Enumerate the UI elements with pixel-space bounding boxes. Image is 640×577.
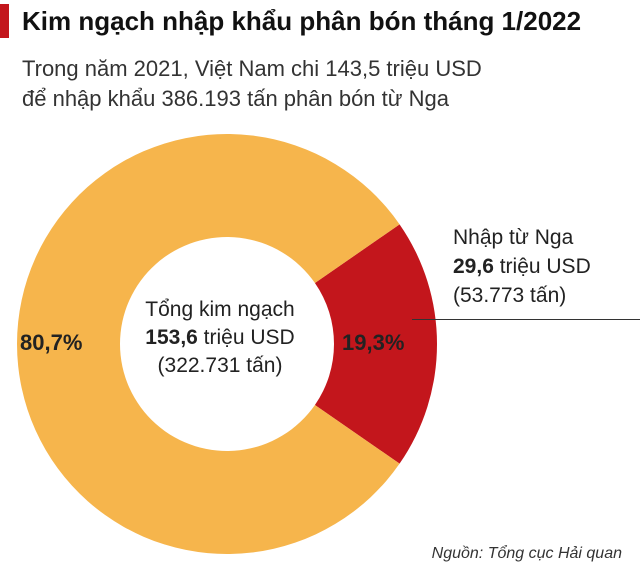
callout-line-1: Nhập từ Nga [453, 226, 574, 249]
source-note: Nguồn: Tổng cục Hải quan [431, 545, 622, 562]
chart-subtitle: Trong năm 2021, Việt Nam chi 143,5 triệu… [22, 54, 622, 114]
title-bar: Kim ngạch nhập khẩu phân bón tháng 1/202… [0, 4, 640, 38]
center-label: Tổng kim ngạch 153,6 triệu USD (322.731 … [120, 296, 320, 380]
donut-slices [17, 134, 437, 555]
callout-line-2: 29,6 triệu USD [453, 252, 591, 281]
center-label-line-2: 153,6 triệu USD [120, 324, 320, 352]
slice-russia [314, 224, 437, 464]
center-total-unit: triệu USD [197, 326, 295, 349]
subtitle-line-2: để nhập khẩu 386.193 tấn phân bón từ Nga [22, 86, 449, 111]
callout-value: 29,6 [453, 255, 494, 278]
slice-label-other: 80,7% [20, 330, 83, 355]
russia-callout: Nhập từ Nga 29,6 triệu USD (53.773 tấn) [453, 223, 591, 310]
callout-leader-line [412, 319, 640, 320]
callout-unit: triệu USD [493, 255, 591, 278]
slice-other [17, 134, 400, 555]
center-label-line-3: (322.731 tấn) [157, 354, 283, 377]
title-accent-bar [0, 4, 9, 38]
center-total-value: 153,6 [145, 326, 198, 349]
slice-label-russia: 19,3% [342, 330, 405, 355]
subtitle-line-1: Trong năm 2021, Việt Nam chi 143,5 triệu… [22, 56, 482, 81]
callout-line-3: (53.773 tấn) [453, 284, 567, 307]
chart-title: Kim ngạch nhập khẩu phân bón tháng 1/202… [22, 6, 582, 36]
center-label-line-1: Tổng kim ngạch [145, 298, 295, 321]
